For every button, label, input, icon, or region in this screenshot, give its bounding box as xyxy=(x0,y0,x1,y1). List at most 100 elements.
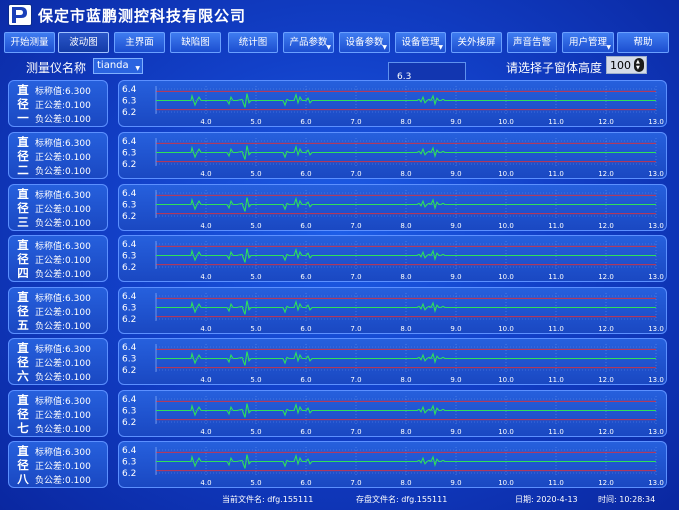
diameter-title-char: 径 xyxy=(17,355,29,369)
diameter-title-char: 五 xyxy=(17,318,29,332)
nav-button-label: 用户管理 xyxy=(568,37,607,48)
company-name: 保定市蓝鹏测控科技有限公司 xyxy=(38,7,247,25)
nav-button-4[interactable]: 统计图 xyxy=(228,32,278,53)
x-tick-label: 11.0 xyxy=(548,118,564,126)
diameter-title: 直径四 xyxy=(16,238,30,280)
x-tick-label: 12.0 xyxy=(598,479,614,487)
nav-button-10[interactable]: 用户管理 ▼ xyxy=(562,32,614,53)
diameter-title: 直径三 xyxy=(16,187,30,229)
waveform-chart[interactable]: 6.4 6.3 6.2 4.0 5.0 6.0 7.0 8.0 9.0 10.0 11.0 12.0 1… xyxy=(118,287,667,334)
nav-button-5[interactable]: 产品参数 ▼ xyxy=(283,32,334,53)
waveform-chart-svg: 6.4 6.36.2 4.0 5.0 6.0 7.0 8.0 9.0 10.0 11.0 12.0 1… xyxy=(122,446,664,487)
x-tick-label: 5.0 xyxy=(250,325,261,333)
nav-button-8[interactable]: 关外接屏 xyxy=(451,32,502,53)
waveform-chart[interactable]: 6.4 6.3 6.2 4.0 5.0 6.0 7.0 8.0 9.0 10.0 11.0 12.0 1… xyxy=(118,441,667,488)
diameter-title-char: 径 xyxy=(17,458,29,472)
diameter-title-char: 八 xyxy=(17,472,29,486)
y-tick-label: 6.2 xyxy=(122,160,136,170)
x-tick-label: 7.0 xyxy=(350,479,361,487)
x-tick-label: 4.0 xyxy=(200,376,211,384)
title-bar: 保定市蓝鹏测控科技有限公司 xyxy=(0,0,679,30)
x-tick-label: 9.0 xyxy=(450,273,461,281)
main-nav: 开始测量 波动图 主界面 缺陷图 统计图 产品参数 ▼ 设备参数 ▼ 设备管理 ▼ 关外接屏 声音告警用… xyxy=(4,32,675,54)
spinner-arrows-icon[interactable]: ▲ ▼ xyxy=(634,58,644,72)
waveform-chart[interactable]: 6.4 6.3 6.2 4.0 5.0 6.0 7.0 8.0 9.0 10.0 11.0 12.0 1… xyxy=(118,132,667,179)
waveform-chart[interactable]: 6.4 6.3 6.2 4.0 5.0 6.0 7.0 8.0 9.0 10.0 11.0 12.0 1… xyxy=(118,80,667,127)
waveform-chart[interactable]: 6.4 6.3 6.2 4.0 5.0 6.0 7.0 8.0 9.0 10.0 11.0 12.0 1… xyxy=(118,235,667,282)
diameter-title-char: 直 xyxy=(17,83,29,97)
nav-button-11[interactable]: 帮助 xyxy=(617,32,669,53)
waveform-chart[interactable]: 6.4 6.3 6.2 4.0 5.0 6.0 7.0 8.0 9.0 10.0 11.0 12.0 1… xyxy=(118,338,667,385)
nav-button-1[interactable]: 波动图 xyxy=(58,32,109,53)
upper-tolerance: 正公差:0.100 xyxy=(35,153,91,163)
diameter-title-char: 直 xyxy=(17,341,29,355)
x-tick-label: 13.0 xyxy=(648,428,664,436)
x-tick-label: 8.0 xyxy=(400,376,411,384)
diameter-title-char: 径 xyxy=(17,201,29,215)
diameter-info-panel: 直径二标称值:6.300 正公差:0.100 负公差:0.100 xyxy=(8,132,108,179)
nav-button-7[interactable]: 设备管理 ▼ xyxy=(395,32,446,53)
x-tick-label: 4.0 xyxy=(200,325,211,333)
upper-tolerance: 正公差:0.100 xyxy=(35,256,91,266)
measurement-trace-line xyxy=(156,350,656,366)
upper-tolerance: 正公差:0.100 xyxy=(35,205,91,215)
y-tick-label: 6.3 xyxy=(122,149,136,159)
nav-button-0[interactable]: 开始测量 xyxy=(4,32,55,53)
x-tick-label: 13.0 xyxy=(648,170,664,178)
y-tick-label: 6.3 xyxy=(122,304,136,314)
nav-button-label: 设备参数 xyxy=(345,37,384,48)
nav-button-9[interactable]: 声音告警 xyxy=(507,32,557,53)
nav-button-3[interactable]: 缺陷图 xyxy=(170,32,221,53)
nav-button-label: 波动图 xyxy=(69,37,98,48)
diameter-title-char: 径 xyxy=(17,149,29,163)
diameter-info-panel: 直径四标称值:6.300 正公差:0.100 负公差:0.100 xyxy=(8,235,108,282)
x-tick-label: 4.0 xyxy=(200,170,211,178)
lower-tolerance: 负公差:0.100 xyxy=(35,115,91,125)
meter-select[interactable]: tianda ▼ xyxy=(93,58,143,74)
nav-button-label: 关外接屏 xyxy=(457,37,496,48)
x-tick-label: 5.0 xyxy=(250,273,261,281)
x-tick-label: 9.0 xyxy=(450,222,461,230)
diameter-title: 直径二 xyxy=(16,135,30,177)
x-tick-label: 11.0 xyxy=(548,222,564,230)
x-tick-label: 10.0 xyxy=(498,273,514,281)
y-tick-label: 6.4 xyxy=(122,189,137,199)
waveform-chart[interactable]: 6.4 6.3 6.2 4.0 5.0 6.0 7.0 8.0 9.0 10.0 11.0 12.0 1… xyxy=(118,390,667,437)
waveform-chart-svg: 6.4 6.36.2 4.0 5.0 6.0 7.0 8.0 9.0 10.0 11.0 12.0 1… xyxy=(122,395,664,436)
waveform-chart[interactable]: 6.4 6.3 6.2 4.0 5.0 6.0 7.0 8.0 9.0 10.0 11.0 12.0 1… xyxy=(118,184,667,231)
measurement-trace-line xyxy=(156,402,656,418)
chevron-down-icon: ▼ xyxy=(326,44,331,51)
nominal-value: 标称值:6.300 xyxy=(35,294,91,304)
x-tick-label: 5.0 xyxy=(250,118,261,126)
diameter-title-char: 六 xyxy=(17,369,29,383)
diameter-title-char: 直 xyxy=(17,393,29,407)
nominal-value: 标称值:6.300 xyxy=(35,448,91,458)
x-tick-label: 4.0 xyxy=(200,428,211,436)
y-tick-label: 6.3 xyxy=(122,201,136,211)
x-tick-label: 13.0 xyxy=(648,118,664,126)
nav-button-label: 设备管理 xyxy=(401,37,440,48)
chevron-down-icon: ▼ xyxy=(438,44,443,51)
y-tick-label: 6.4 xyxy=(122,292,137,302)
diameter-info-panel: 直径八标称值:6.300 正公差:0.100 负公差:0.100 xyxy=(8,441,108,488)
x-tick-label: 11.0 xyxy=(548,273,564,281)
nav-button-2[interactable]: 主界面 xyxy=(114,32,165,53)
x-tick-label: 9.0 xyxy=(450,376,461,384)
x-tick-label: 8.0 xyxy=(400,273,411,281)
y-tick-label: 6.2 xyxy=(122,263,136,273)
window-height-spinner[interactable]: 100 ▲ ▼ xyxy=(606,56,647,74)
x-tick-label: 12.0 xyxy=(598,428,614,436)
x-tick-label: 12.0 xyxy=(598,325,614,333)
diameter-info-panel: 直径六标称值:6.300 正公差:0.100 负公差:0.100 xyxy=(8,338,108,385)
nav-button-label: 统计图 xyxy=(238,37,268,48)
waveform-chart-svg: 6.4 6.36.2 4.0 5.0 6.0 7.0 8.0 9.0 10.0 11.0 12.0 1… xyxy=(122,292,664,333)
nav-button-6[interactable]: 设备参数 ▼ xyxy=(339,32,390,53)
nav-button-label: 开始测量 xyxy=(10,37,49,48)
y-tick-label: 6.3 xyxy=(122,252,136,262)
x-tick-label: 10.0 xyxy=(498,118,514,126)
x-tick-label: 13.0 xyxy=(648,376,664,384)
x-tick-label: 7.0 xyxy=(350,376,361,384)
diameter-title-char: 一 xyxy=(17,111,29,125)
lower-tolerance: 负公差:0.100 xyxy=(35,373,91,383)
x-tick-label: 6.0 xyxy=(300,376,311,384)
